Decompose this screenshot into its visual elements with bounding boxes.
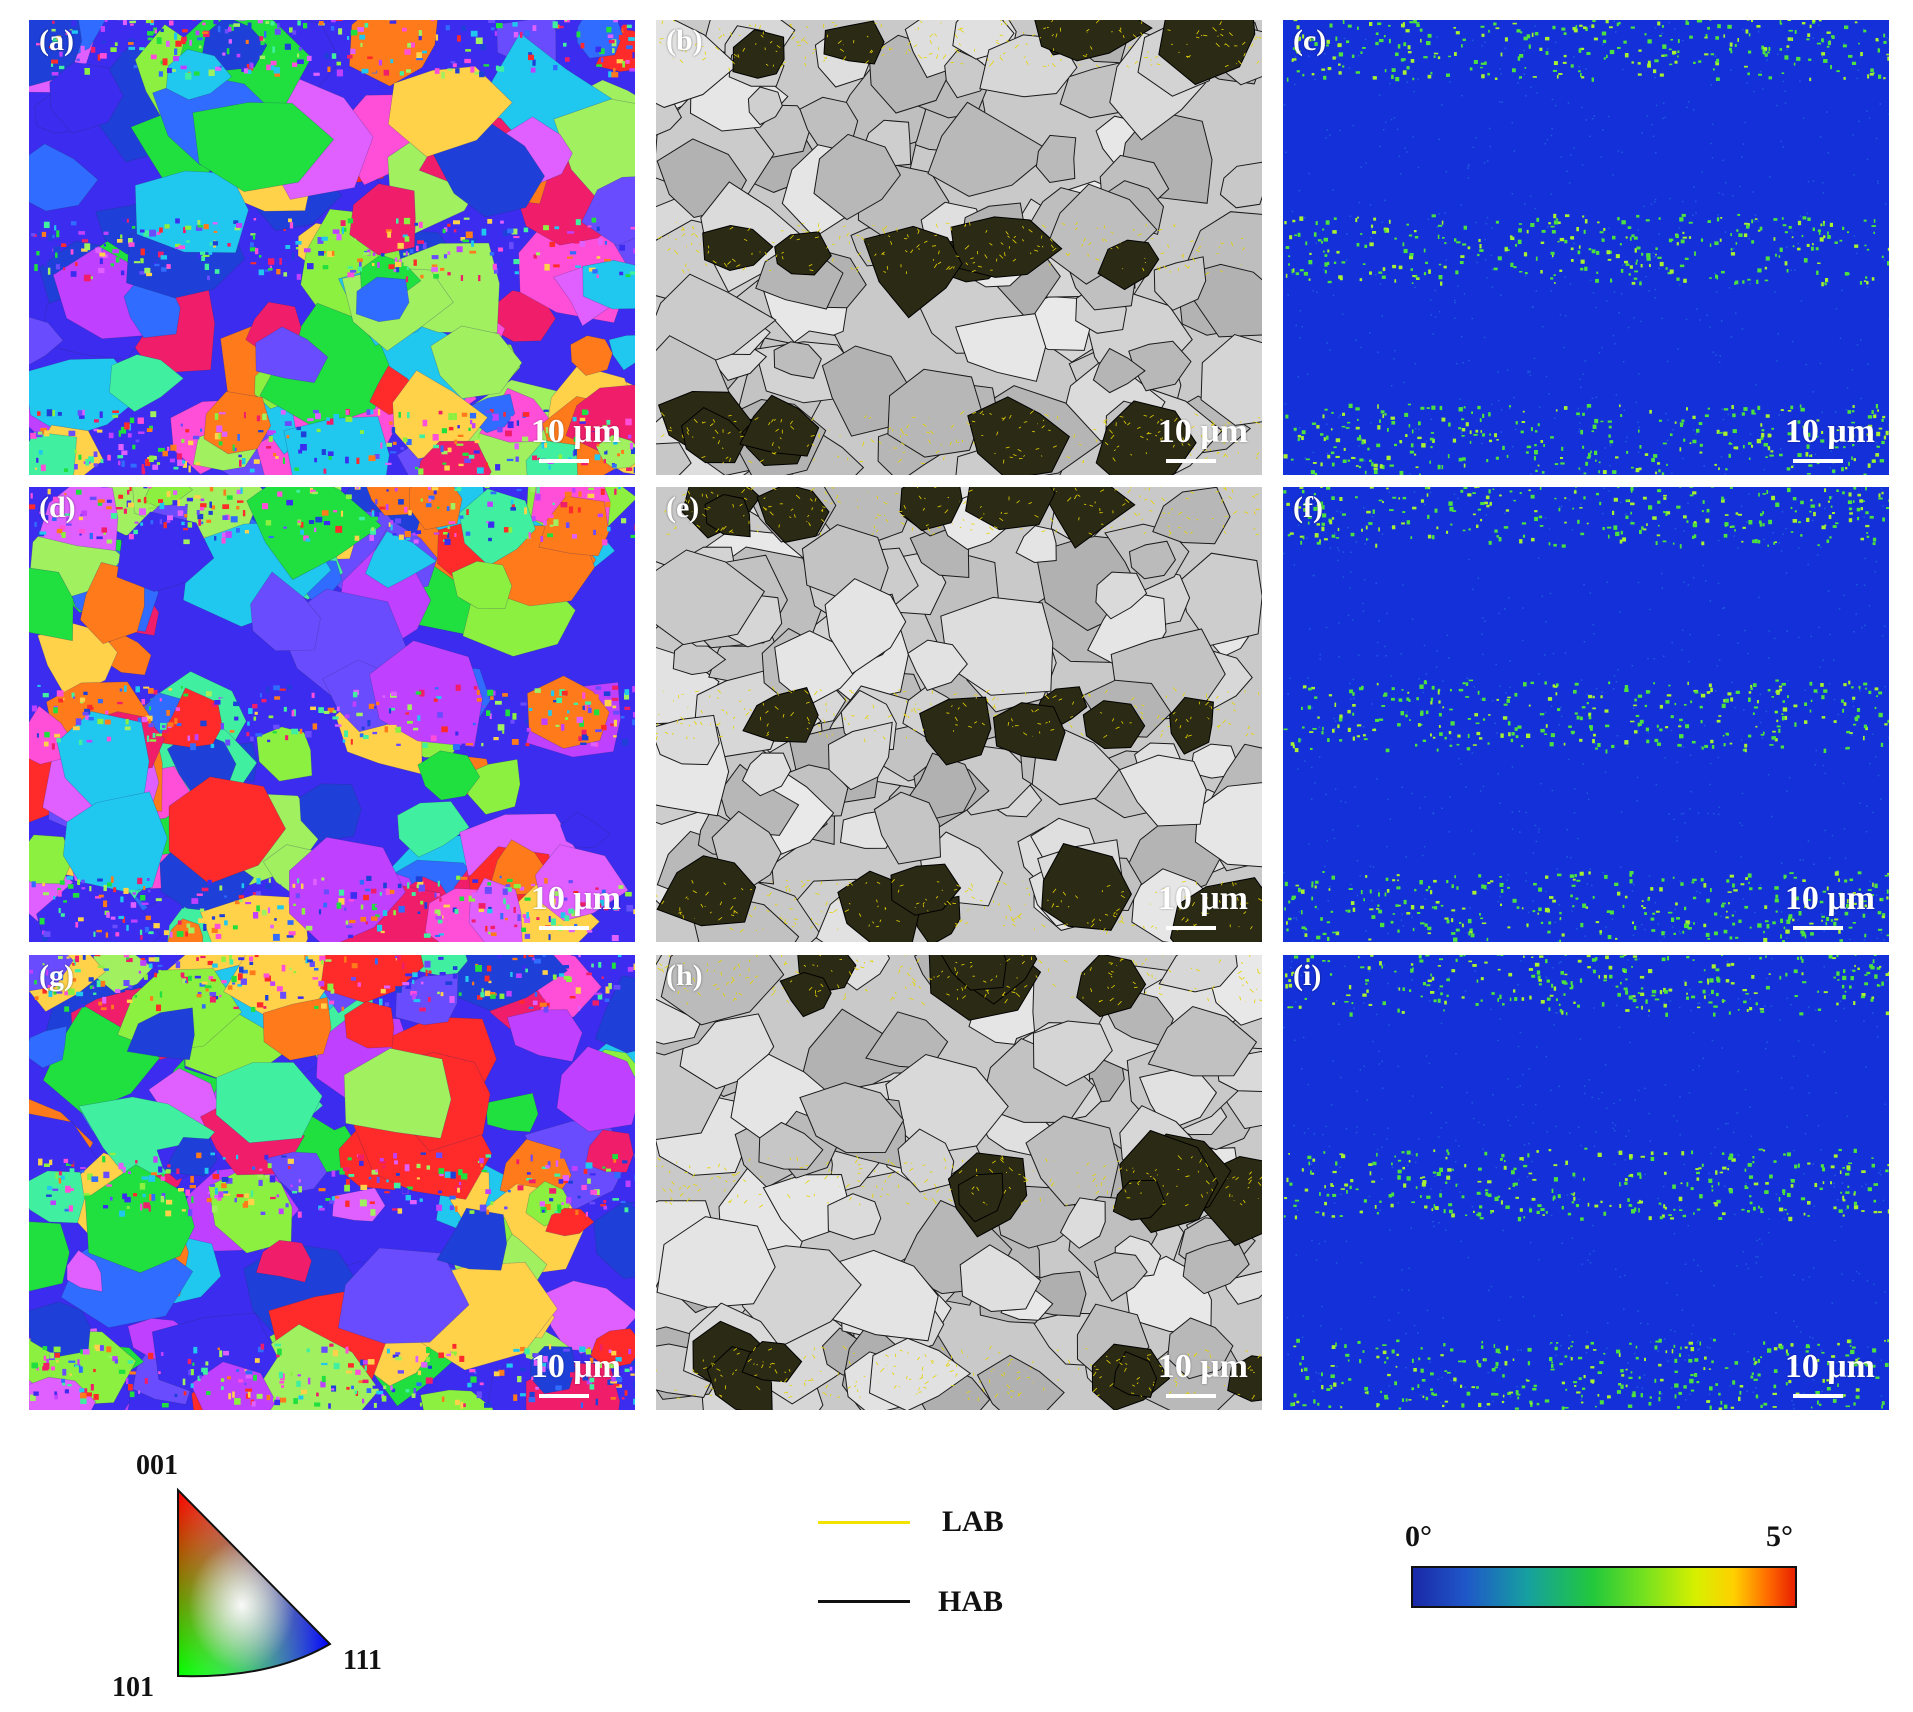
scale-bar: 10 μm bbox=[511, 399, 621, 469]
panel-b-boundary-map: (b) 10 μm bbox=[656, 20, 1262, 475]
orientation-map-image bbox=[29, 20, 635, 475]
ipf-key-label-111: 111 bbox=[343, 1645, 382, 1676]
panel-a-orientation-map: (a) 10 μm bbox=[29, 20, 635, 475]
ipf-key-label-101: 101 bbox=[112, 1672, 154, 1703]
scale-bar-line bbox=[1793, 926, 1843, 930]
hab-legend-label: HAB bbox=[938, 1585, 1004, 1618]
ipf-triangle-white bbox=[178, 1490, 330, 1677]
orientation-map-image bbox=[29, 487, 635, 942]
scale-bar: 10 μm bbox=[1765, 399, 1875, 469]
panel-label: (f) bbox=[1293, 491, 1323, 524]
boundary-map-image bbox=[656, 955, 1262, 1410]
panel-label: (e) bbox=[666, 491, 700, 524]
panel-h-boundary-map: (h) 10 μm bbox=[656, 955, 1262, 1410]
colorbar-min-label: 0° bbox=[1405, 1520, 1432, 1553]
scale-bar-label: 10 μm bbox=[1157, 1348, 1248, 1385]
orientation-map-image bbox=[29, 955, 635, 1410]
scale-bar-line bbox=[1166, 459, 1216, 463]
misorientation-map-image bbox=[1283, 955, 1889, 1410]
panel-label: (a) bbox=[39, 24, 74, 57]
scale-bar-label: 10 μm bbox=[530, 413, 621, 450]
panel-e-boundary-map: (e) 10 μm bbox=[656, 487, 1262, 942]
misorientation-map-image bbox=[1283, 487, 1889, 942]
panel-label: (b) bbox=[666, 24, 703, 57]
scale-bar-label: 10 μm bbox=[1157, 880, 1248, 917]
scale-bar-label: 10 μm bbox=[530, 1348, 621, 1385]
scale-bar-line bbox=[1166, 926, 1216, 930]
scale-bar-label: 10 μm bbox=[1784, 1348, 1875, 1385]
panel-label: (d) bbox=[39, 491, 76, 524]
scale-bar-line bbox=[539, 926, 589, 930]
scale-bar: 10 μm bbox=[1765, 1334, 1875, 1404]
misorientation-colorbar bbox=[1411, 1566, 1797, 1608]
scale-bar-line bbox=[539, 1394, 589, 1398]
scale-bar-line bbox=[1793, 459, 1843, 463]
boundary-map-image bbox=[656, 20, 1262, 475]
scale-bar-label: 10 μm bbox=[1784, 413, 1875, 450]
figure-grid: (a) 10 μm (b) 10 μm (c) 10 μm (d) 10 μm … bbox=[29, 20, 1889, 1410]
hab-legend-line bbox=[818, 1600, 910, 1603]
panel-label: (i) bbox=[1293, 959, 1322, 992]
scale-bar: 10 μm bbox=[1765, 866, 1875, 936]
misorientation-map-image bbox=[1283, 20, 1889, 475]
scale-bar-label: 10 μm bbox=[530, 880, 621, 917]
panel-label: (c) bbox=[1293, 24, 1327, 57]
panel-c-misorientation-map: (c) 10 μm bbox=[1283, 20, 1889, 475]
scale-bar-label: 10 μm bbox=[1157, 413, 1248, 450]
scale-bar: 10 μm bbox=[1138, 399, 1248, 469]
scale-bar: 10 μm bbox=[1138, 866, 1248, 936]
ipf-color-key bbox=[177, 1487, 332, 1678]
scale-bar: 10 μm bbox=[1138, 1334, 1248, 1404]
scale-bar-line bbox=[1166, 1394, 1216, 1398]
panel-label: (h) bbox=[666, 959, 703, 992]
ipf-triangle-outline bbox=[177, 1487, 332, 1678]
panel-i-misorientation-map: (i) 10 μm bbox=[1283, 955, 1889, 1410]
panel-label: (g) bbox=[39, 959, 74, 992]
scale-bar-line bbox=[539, 459, 589, 463]
ipf-key-label-001: 001 bbox=[136, 1450, 178, 1481]
lab-legend-line bbox=[818, 1521, 910, 1524]
panel-g-orientation-map: (g) 10 μm bbox=[29, 955, 635, 1410]
scale-bar: 10 μm bbox=[511, 1334, 621, 1404]
panel-d-orientation-map: (d) 10 μm bbox=[29, 487, 635, 942]
scale-bar: 10 μm bbox=[511, 866, 621, 936]
scale-bar-label: 10 μm bbox=[1784, 880, 1875, 917]
colorbar-max-label: 5° bbox=[1766, 1520, 1793, 1553]
lab-legend-label: LAB bbox=[942, 1505, 1004, 1538]
panel-f-misorientation-map: (f) 10 μm bbox=[1283, 487, 1889, 942]
boundary-map-image bbox=[656, 487, 1262, 942]
scale-bar-line bbox=[1793, 1394, 1843, 1398]
